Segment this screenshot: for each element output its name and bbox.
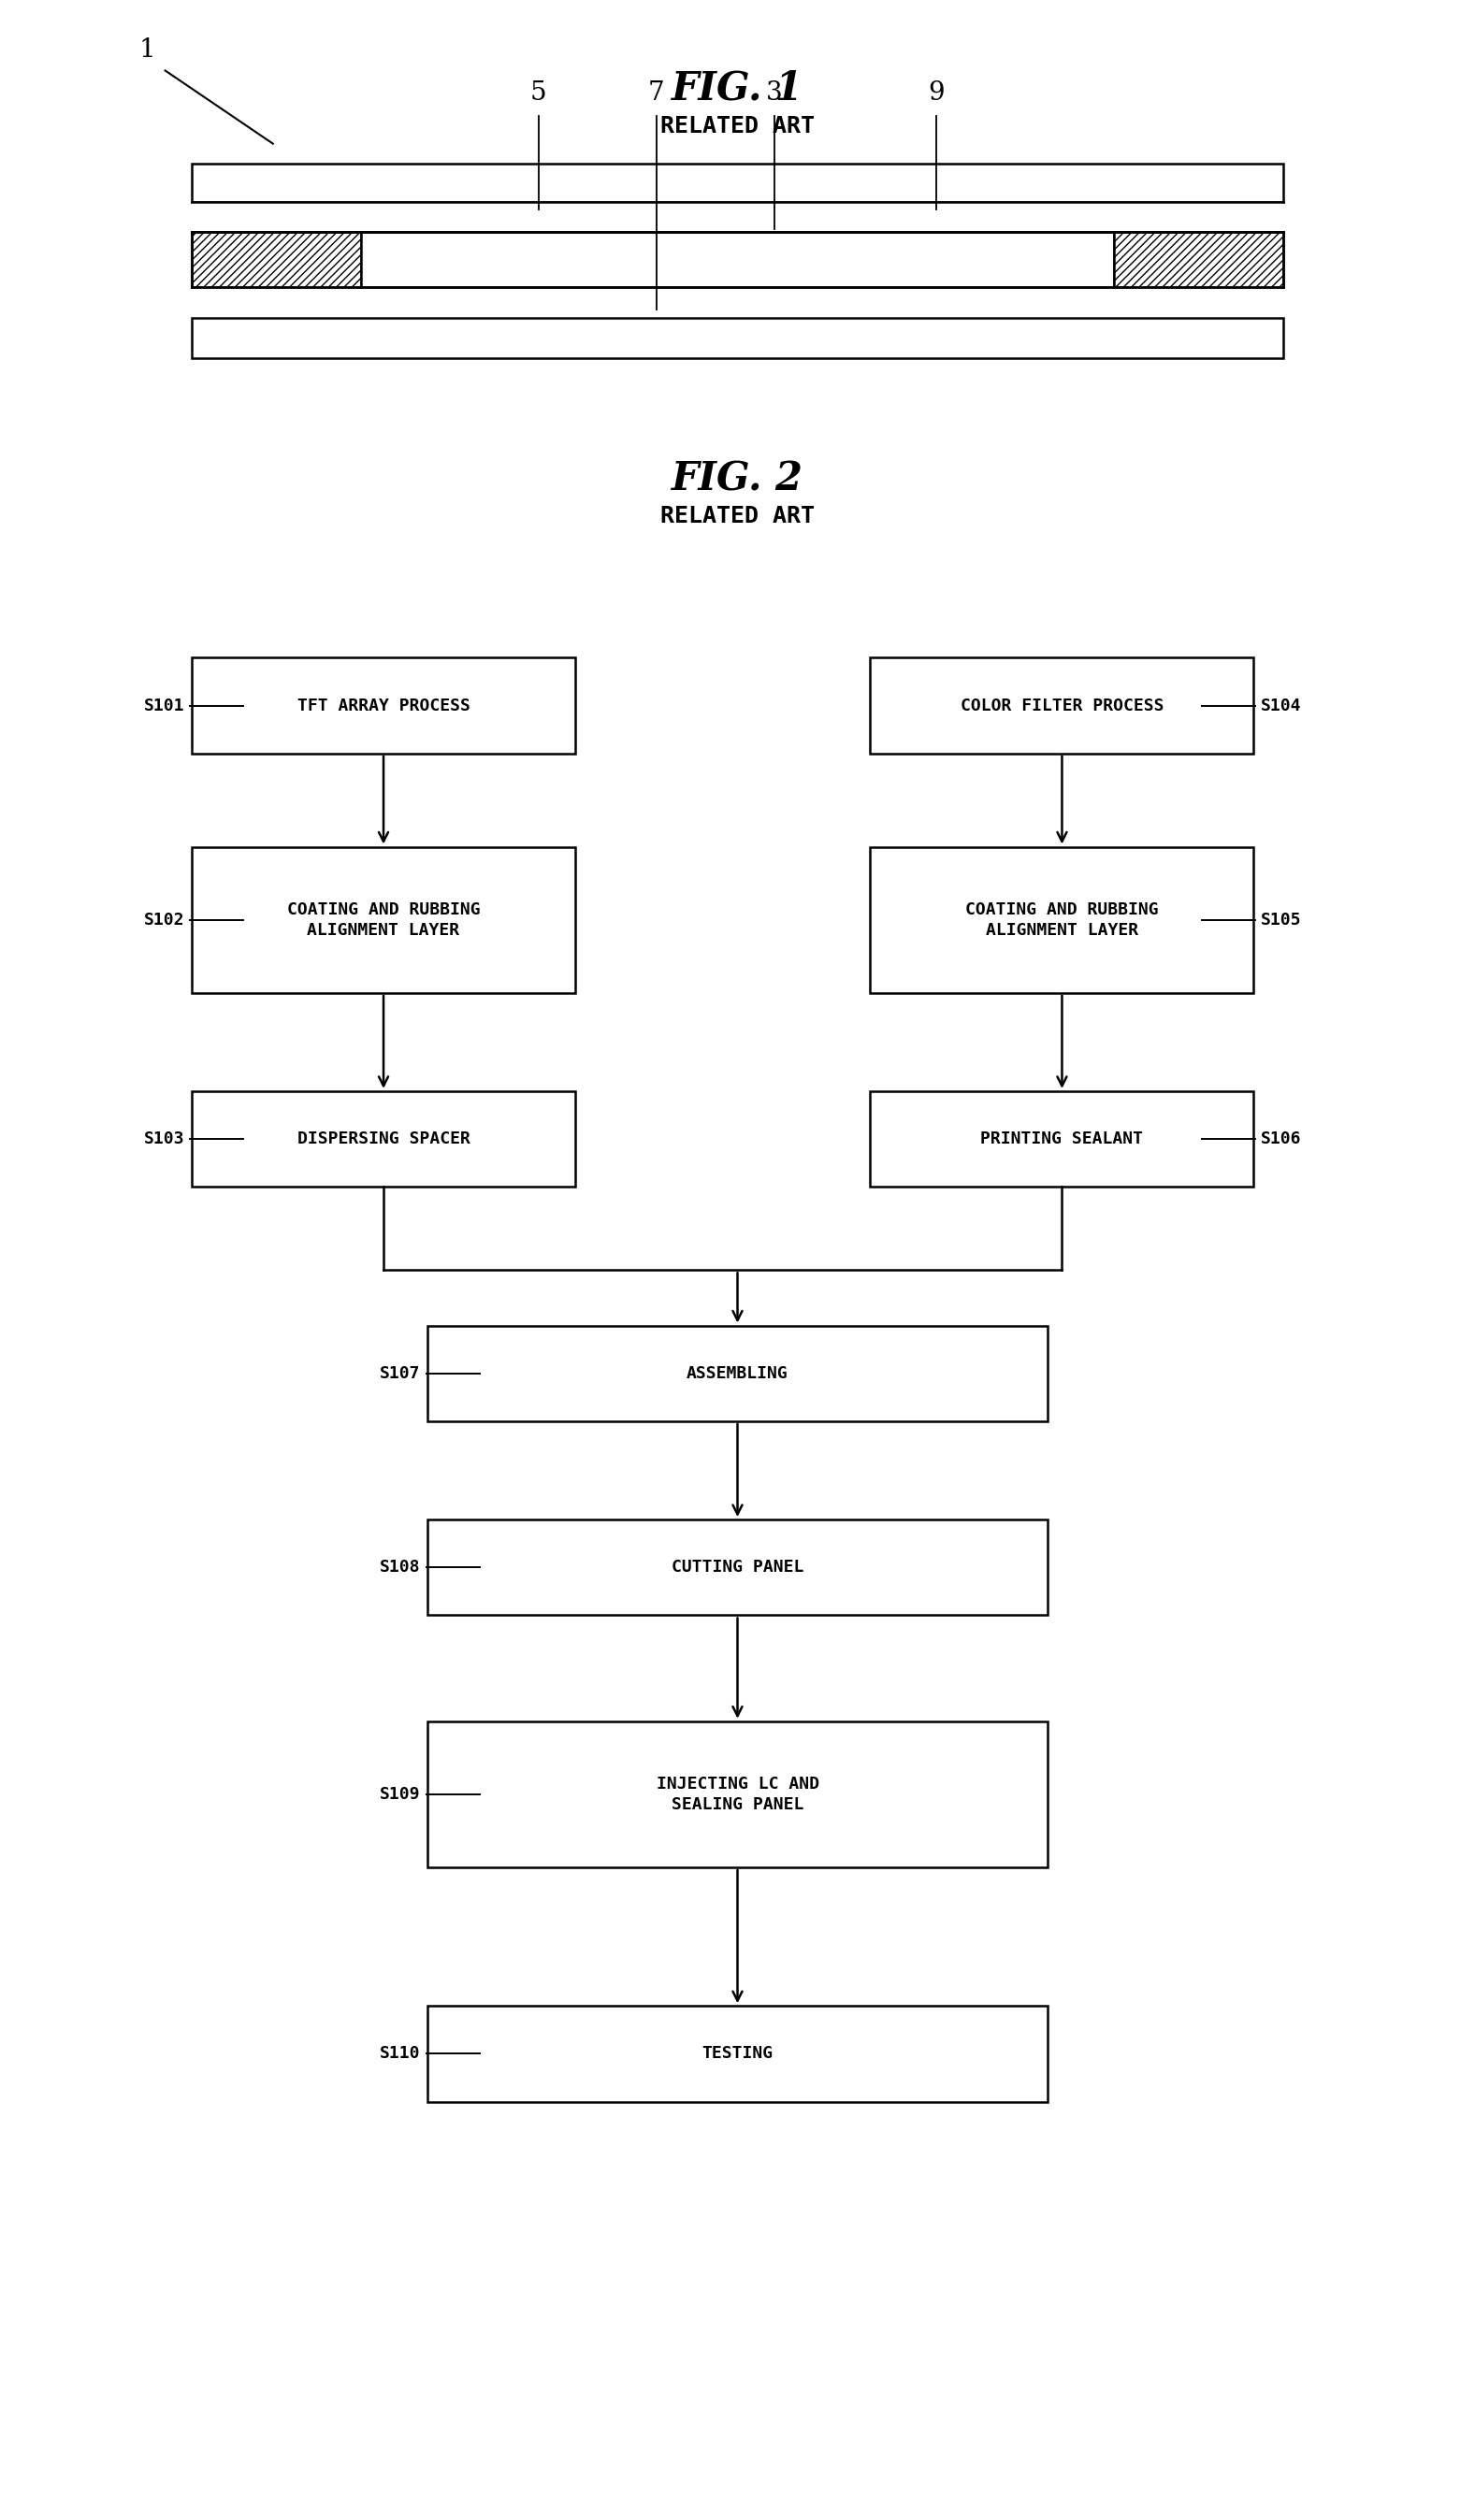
Text: PRINTING SEALANT: PRINTING SEALANT (981, 1131, 1143, 1147)
Text: S108: S108 (379, 1560, 420, 1575)
Text: FIG. 2: FIG. 2 (671, 459, 804, 499)
Text: 3: 3 (766, 81, 783, 106)
Text: RELATED ART: RELATED ART (661, 507, 814, 527)
Text: TFT ARRAY PROCESS: TFT ARRAY PROCESS (296, 698, 471, 713)
Bar (192, 164, 1283, 202)
Bar (192, 232, 361, 287)
Text: S103: S103 (143, 1131, 184, 1147)
Text: S107: S107 (379, 1366, 420, 1381)
Text: 1: 1 (139, 38, 156, 63)
Text: 5: 5 (530, 81, 547, 106)
Text: RELATED ART: RELATED ART (661, 116, 814, 136)
Text: ASSEMBLING: ASSEMBLING (687, 1366, 788, 1381)
Text: S104: S104 (1261, 698, 1302, 713)
Text: COATING AND RUBBING
ALIGNMENT LAYER: COATING AND RUBBING ALIGNMENT LAYER (286, 902, 481, 937)
Text: 9: 9 (928, 81, 945, 106)
Text: COATING AND RUBBING
ALIGNMENT LAYER: COATING AND RUBBING ALIGNMENT LAYER (965, 902, 1159, 937)
Text: S102: S102 (143, 912, 184, 927)
Bar (428, 1721, 1047, 1867)
Bar (870, 1091, 1254, 1187)
Text: DISPERSING SPACER: DISPERSING SPACER (296, 1131, 471, 1147)
Text: S106: S106 (1261, 1131, 1302, 1147)
Bar (192, 658, 575, 753)
Text: INJECTING LC AND
SEALING PANEL: INJECTING LC AND SEALING PANEL (656, 1777, 819, 1812)
Bar (428, 1326, 1047, 1421)
Bar (192, 202, 1283, 232)
Text: FIG. 1: FIG. 1 (671, 68, 804, 108)
Text: S110: S110 (379, 2046, 420, 2061)
Text: COLOR FILTER PROCESS: COLOR FILTER PROCESS (960, 698, 1164, 713)
Text: CUTTING PANEL: CUTTING PANEL (671, 1560, 804, 1575)
Bar (870, 847, 1254, 993)
Bar (361, 232, 1114, 287)
Bar (192, 1091, 575, 1187)
Text: S101: S101 (143, 698, 184, 713)
Text: TESTING: TESTING (702, 2046, 773, 2061)
Text: 7: 7 (648, 81, 665, 106)
Bar (1114, 232, 1283, 287)
Bar (428, 1520, 1047, 1615)
Bar (428, 2006, 1047, 2102)
Text: S109: S109 (379, 1787, 420, 1802)
Bar (192, 847, 575, 993)
Text: S105: S105 (1261, 912, 1302, 927)
Bar (870, 658, 1254, 753)
Bar (192, 318, 1283, 358)
